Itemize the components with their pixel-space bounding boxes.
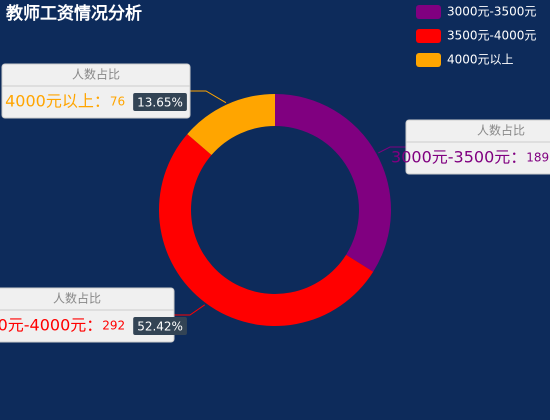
callout-title: 人数占比 [53, 291, 101, 306]
callout-separator: ： [510, 148, 526, 167]
legend-label: 3500元-4000元 [447, 29, 536, 43]
callout-value: 189 [526, 151, 549, 165]
callout-name: 4000元以上 [5, 92, 94, 111]
callout-separator: ： [86, 316, 102, 335]
callout-name: 3000元-3500元 [391, 148, 510, 167]
callout-percent: 52.42% [137, 320, 183, 334]
callout-name: 3500元-4000元 [0, 316, 86, 335]
callout-separator: ： [94, 92, 110, 111]
donut-slice [187, 94, 275, 156]
legend-label: 3000元-3500元 [447, 5, 536, 19]
callout-label: 人数占比 4000元以上： 76 13.65% [1, 63, 191, 119]
callout-value: 76 [110, 95, 125, 109]
percent-badge [133, 317, 187, 335]
callout-value: 292 [102, 319, 125, 333]
callout-percent: 13.65% [137, 96, 183, 110]
callout-title: 人数占比 [477, 123, 525, 138]
legend-label: 4000元以上 [447, 53, 514, 67]
percent-badge [133, 93, 187, 111]
callout-box [0, 287, 175, 343]
leader-line [190, 90, 227, 104]
legend-swatch [416, 53, 441, 67]
legend-swatch [416, 5, 441, 19]
leader-line [378, 146, 406, 154]
leader-line [174, 304, 206, 316]
callout-box [405, 119, 550, 175]
callout-label: 人数占比 3500元-4000元：292 52.42% [0, 287, 187, 343]
chart-title: 教师工资情况分析 [5, 3, 142, 24]
donut-slice [275, 94, 391, 272]
donut-slice [158, 134, 374, 327]
legend-swatch [416, 29, 441, 43]
callout-title: 人数占比 [72, 67, 120, 82]
